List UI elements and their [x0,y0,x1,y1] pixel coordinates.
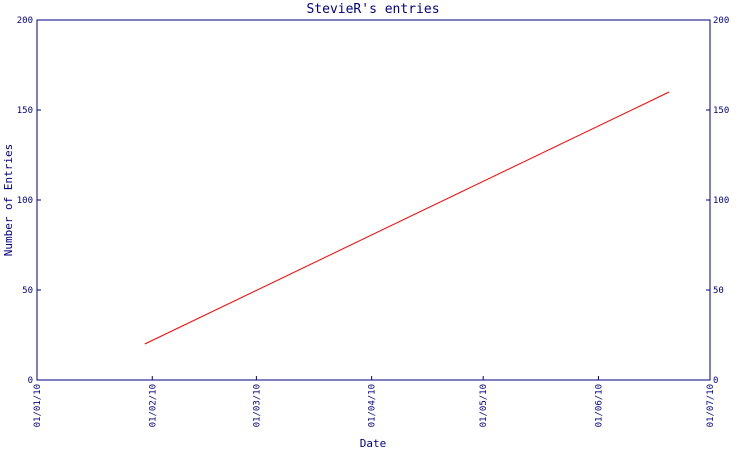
y-tick-label-right: 0 [713,376,718,386]
y-axis-left: 0 50 100 150 200 [17,16,41,386]
y-tick-label-right: 150 [713,106,729,116]
y-tick-label-left: 200 [17,16,33,26]
y-axis-right: 0 50 100 150 200 [706,16,729,386]
x-tick-label: 01/07/10 [706,384,716,427]
y-tick-label-left: 100 [17,196,33,206]
series-line-0 [144,91,670,345]
chart-title: StevieR's entries [306,2,439,17]
x-tick-label: 01/02/10 [148,384,158,427]
y-tick-label-left: 0 [28,376,33,386]
x-tick-label: 01/03/10 [252,384,262,427]
y-axis-label: Number of Entries [2,144,15,257]
x-tick-label: 01/05/10 [479,384,489,427]
x-axis: 01/01/10 01/02/10 01/03/10 01/04/10 01/05/10… [33,376,716,427]
y-tick-label-left: 50 [22,286,33,296]
x-tick-label: 01/06/10 [594,384,604,427]
y-tick-label-right: 100 [713,196,729,206]
y-tick-label-right: 200 [713,16,729,26]
y-tick-label-left: 150 [17,106,33,116]
x-tick-label: 01/04/10 [368,384,378,427]
plot-frame [36,19,711,381]
x-tick-label: 01/01/10 [33,384,43,427]
x-axis-label: Date [360,437,387,450]
y-tick-label-right: 50 [713,286,724,296]
series-layer [144,91,670,345]
